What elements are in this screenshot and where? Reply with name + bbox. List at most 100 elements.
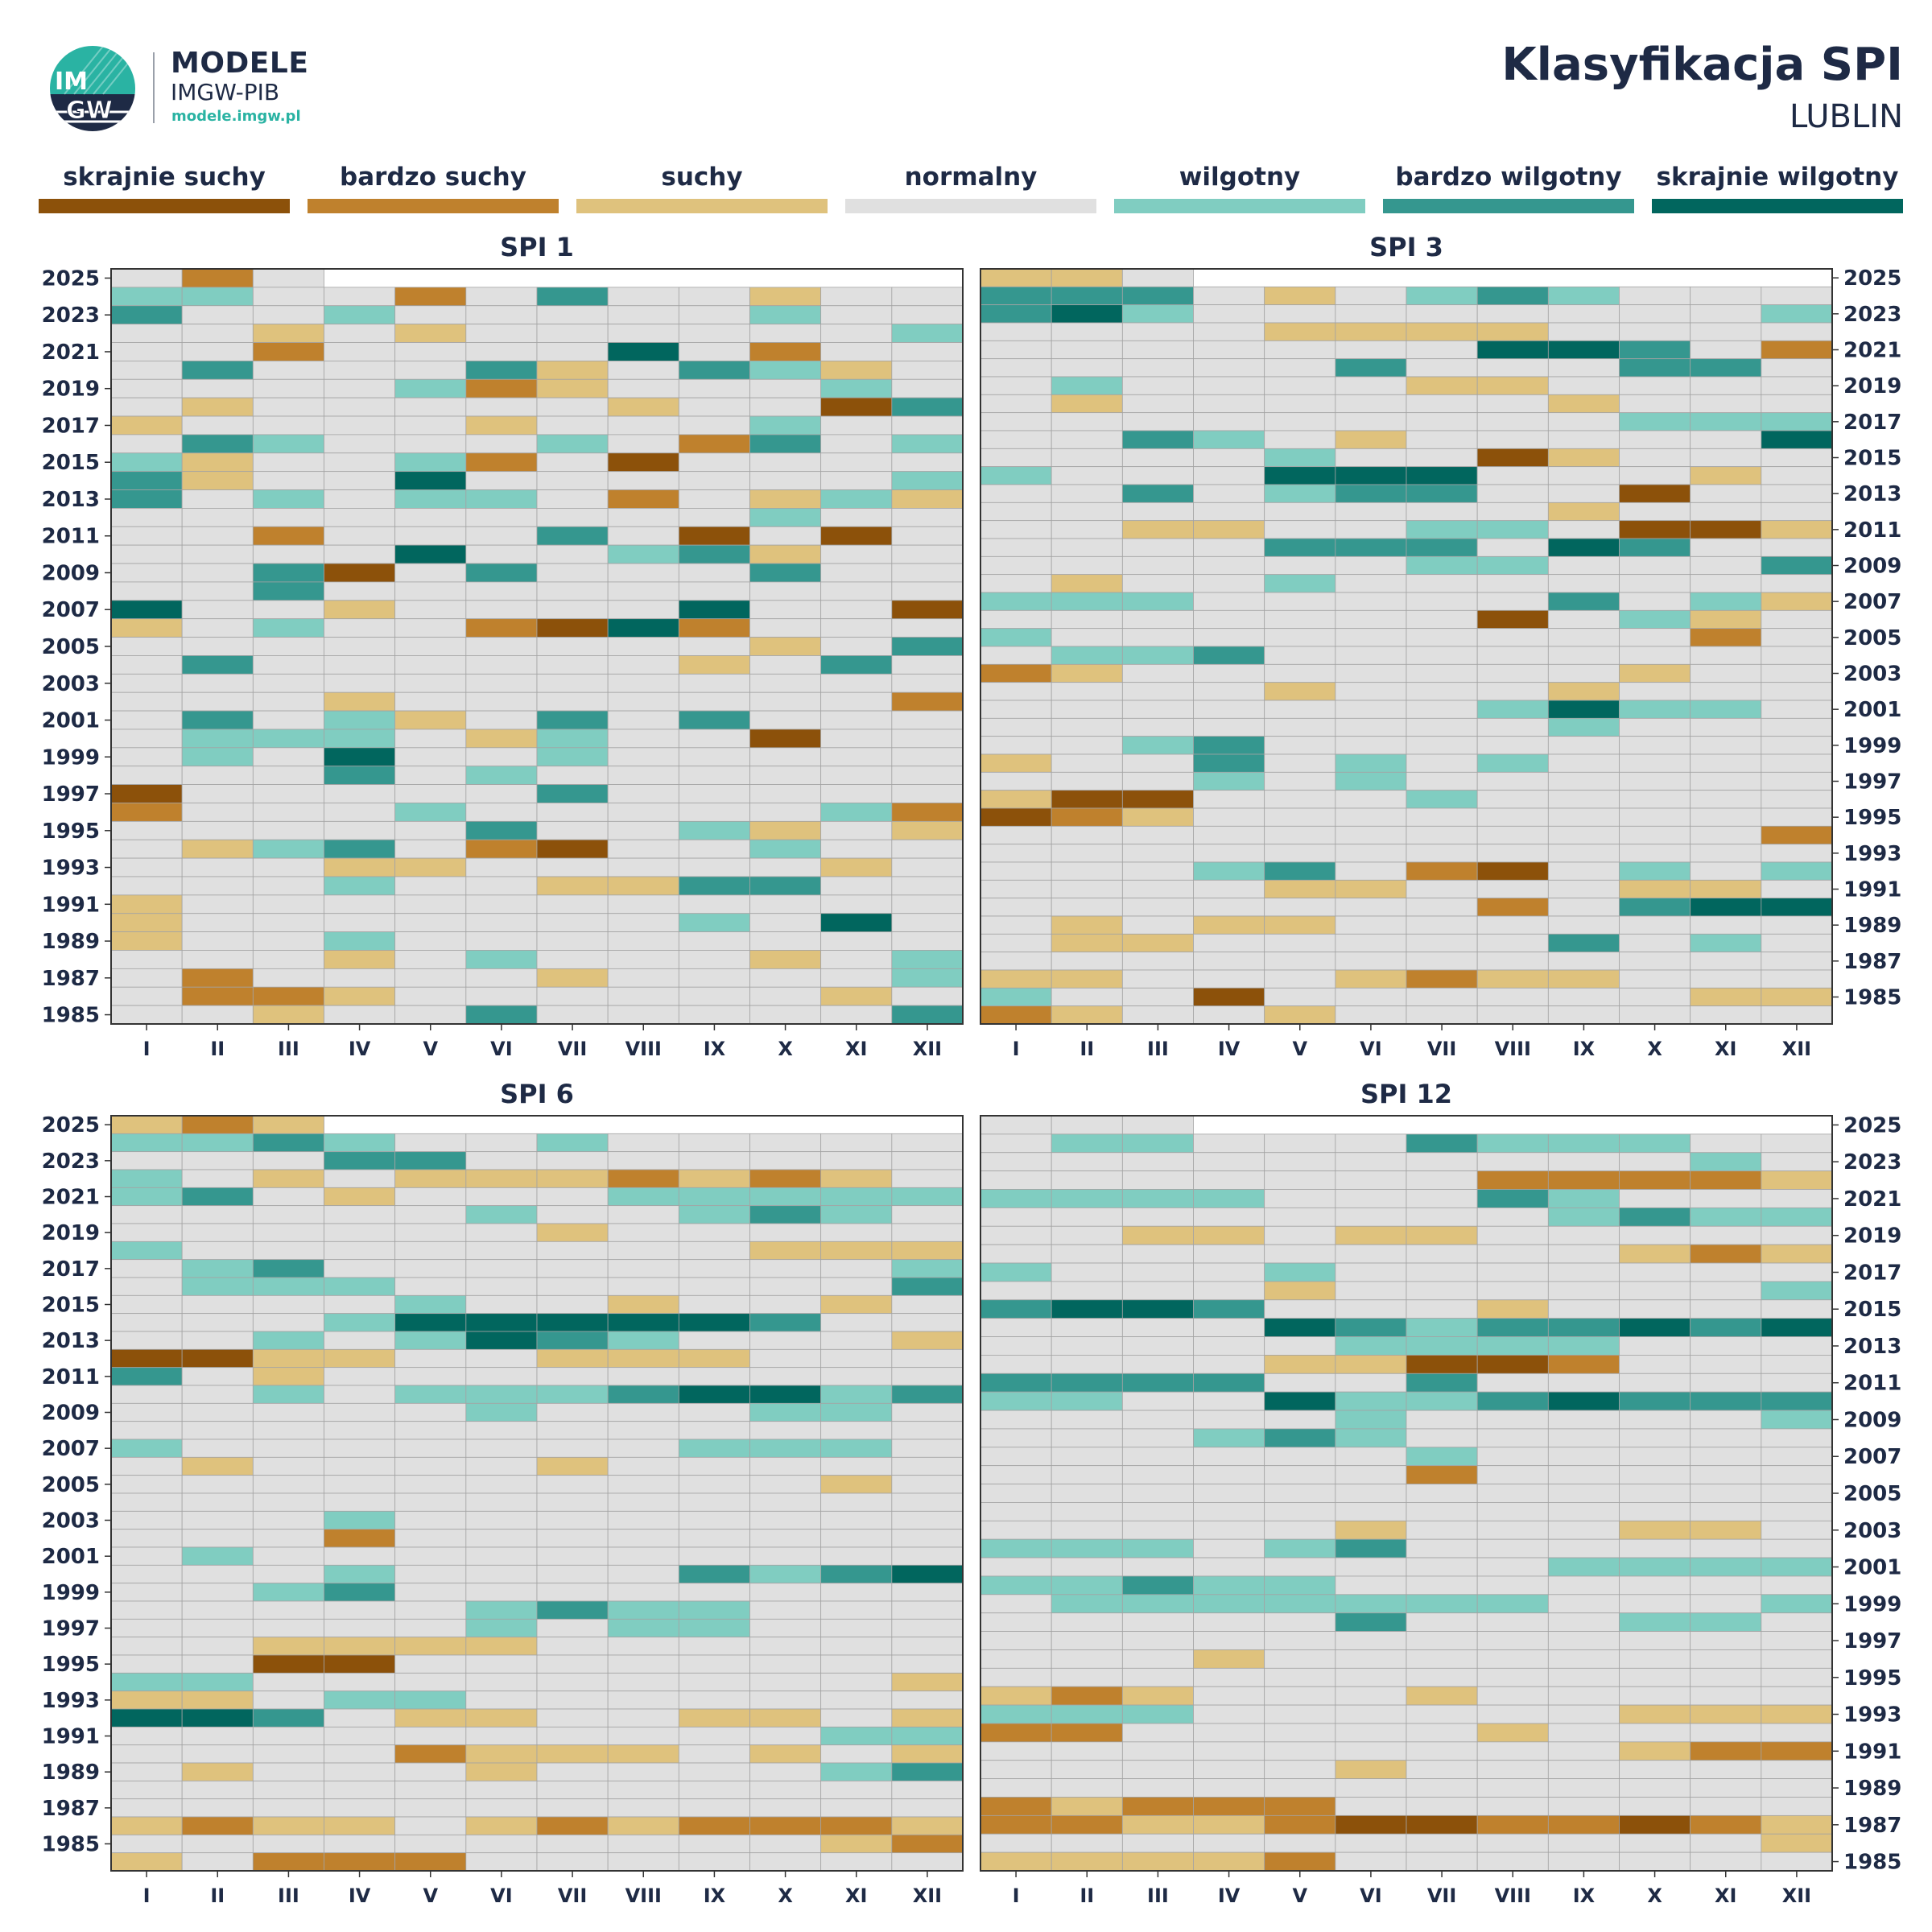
- heatmap-cell: [394, 986, 467, 1006]
- heatmap-cell: [1193, 1797, 1265, 1816]
- heatmap-cell: [1690, 717, 1762, 737]
- heatmap-cell: [1121, 1797, 1194, 1816]
- heatmap-cell: [324, 1439, 396, 1458]
- heatmap-cell: [1335, 1741, 1407, 1761]
- heatmap-cell: [749, 1690, 822, 1710]
- heatmap-cell: [1051, 771, 1123, 791]
- heatmap-cell: [1690, 1686, 1762, 1706]
- heatmap-cell: [394, 1762, 467, 1781]
- heatmap-cell: [1476, 1760, 1549, 1780]
- heatmap-cell: [324, 471, 396, 490]
- heatmap-cell: [1051, 933, 1123, 953]
- heatmap-cell: [324, 1744, 396, 1764]
- heatmap-cell: [252, 1205, 324, 1224]
- heatmap-cell: [1547, 1852, 1620, 1872]
- heatmap-cell: [1476, 663, 1549, 683]
- heatmap-cell: [980, 879, 1052, 899]
- heatmap-cell: [1761, 1723, 1833, 1743]
- heatmap-cell: [1406, 520, 1478, 539]
- heatmap-cell: [252, 1277, 324, 1296]
- y-tick-label: 2017: [1843, 1261, 1901, 1285]
- heatmap-cell: [1051, 1797, 1123, 1816]
- heatmap-cell: [1476, 717, 1549, 737]
- heatmap-cell: [1406, 609, 1478, 630]
- heatmap-cell: [891, 1294, 964, 1315]
- heatmap-cell: [1335, 1005, 1407, 1025]
- heatmap-cell: [1051, 268, 1123, 287]
- heatmap-cell: [1761, 1814, 1833, 1835]
- heatmap-cell: [1335, 1557, 1407, 1577]
- heatmap-cell: [1547, 1428, 1620, 1448]
- heatmap-cell: [678, 1744, 750, 1764]
- x-tick-label: IV: [349, 1038, 371, 1060]
- heatmap-cell: [394, 950, 467, 969]
- heatmap-cell: [607, 563, 679, 583]
- heatmap-cell: [1619, 1852, 1691, 1872]
- heatmap-cell: [1761, 1557, 1833, 1577]
- heatmap-cell: [749, 913, 822, 933]
- heatmap-cell: [1335, 1852, 1407, 1872]
- heatmap-cell: [820, 931, 893, 951]
- heatmap-cell: [678, 1690, 750, 1710]
- heatmap-cell: [394, 1348, 467, 1368]
- heatmap-cell: [536, 1005, 609, 1025]
- heatmap-cell: [749, 1852, 822, 1872]
- heatmap-cell: [1547, 466, 1620, 485]
- heatmap-cell: [252, 1492, 324, 1512]
- heatmap-cell: [110, 1187, 183, 1207]
- heatmap-cell: [1051, 412, 1123, 431]
- heatmap-cell: [1051, 1373, 1123, 1393]
- heatmap-cell: [1690, 1649, 1762, 1669]
- heatmap-cell: [1051, 1465, 1123, 1484]
- heatmap-cell: [980, 1723, 1052, 1743]
- heatmap-cell: [1264, 771, 1336, 791]
- heatmap-cell: [1690, 1447, 1762, 1467]
- heatmap-cell: [1476, 555, 1549, 576]
- heatmap-cell: [110, 378, 183, 398]
- legend-swatch: [845, 199, 1096, 213]
- y-tick-label: 2005: [42, 635, 100, 659]
- heatmap-cell: [980, 1299, 1052, 1319]
- heatmap-cell: [1051, 538, 1123, 557]
- heatmap-cell: [980, 1760, 1052, 1780]
- heatmap-panel: SPI 1I II III IV V VI VII VIII IX X XI XII202520232…: [42, 232, 964, 1060]
- heatmap-cell: [1476, 771, 1549, 791]
- heatmap-cell: [1619, 825, 1691, 845]
- heatmap-cell: [678, 710, 750, 730]
- heatmap-cell: [1264, 898, 1336, 917]
- heatmap-cell: [536, 1600, 609, 1620]
- heatmap-cell: [1264, 1502, 1336, 1521]
- heatmap-cell: [110, 1600, 183, 1620]
- heatmap-cell: [1193, 520, 1265, 539]
- heatmap-cell: [891, 342, 964, 361]
- heatmap-cell: [1547, 1686, 1620, 1706]
- brand-url-link[interactable]: modele.imgw.pl: [171, 108, 301, 125]
- heatmap-cell: [1121, 1649, 1194, 1669]
- y-tick-label: 1985: [42, 1833, 100, 1857]
- heatmap-cell: [1761, 1225, 1833, 1245]
- heatmap-cell: [465, 1367, 538, 1386]
- heatmap-cell: [1193, 861, 1265, 881]
- heatmap-cell: [394, 1241, 467, 1261]
- heatmap-cell: [1264, 1447, 1336, 1467]
- heatmap-cell: [678, 360, 750, 380]
- heatmap-cell: [678, 913, 750, 933]
- heatmap-cell: [324, 784, 396, 803]
- heatmap-cell: [394, 1600, 467, 1620]
- heatmap-cell: [607, 452, 679, 473]
- heatmap-cell: [465, 1151, 538, 1170]
- x-tick-label: V: [1292, 1038, 1307, 1060]
- heatmap-cell: [252, 1690, 324, 1710]
- heatmap-cell: [1193, 1852, 1265, 1872]
- heatmap-cell: [324, 1618, 396, 1638]
- heatmap-cell: [678, 1654, 750, 1674]
- heatmap-cell: [820, 508, 893, 527]
- heatmap-cell: [1690, 1207, 1762, 1227]
- heatmap-cell: [980, 1133, 1052, 1154]
- heatmap-cell: [678, 471, 750, 490]
- heatmap-cell: [394, 857, 467, 877]
- heatmap-cell: [252, 581, 324, 601]
- heatmap-cell: [1051, 1631, 1123, 1650]
- heatmap-cell: [1121, 358, 1194, 378]
- heatmap-cell: [749, 655, 822, 675]
